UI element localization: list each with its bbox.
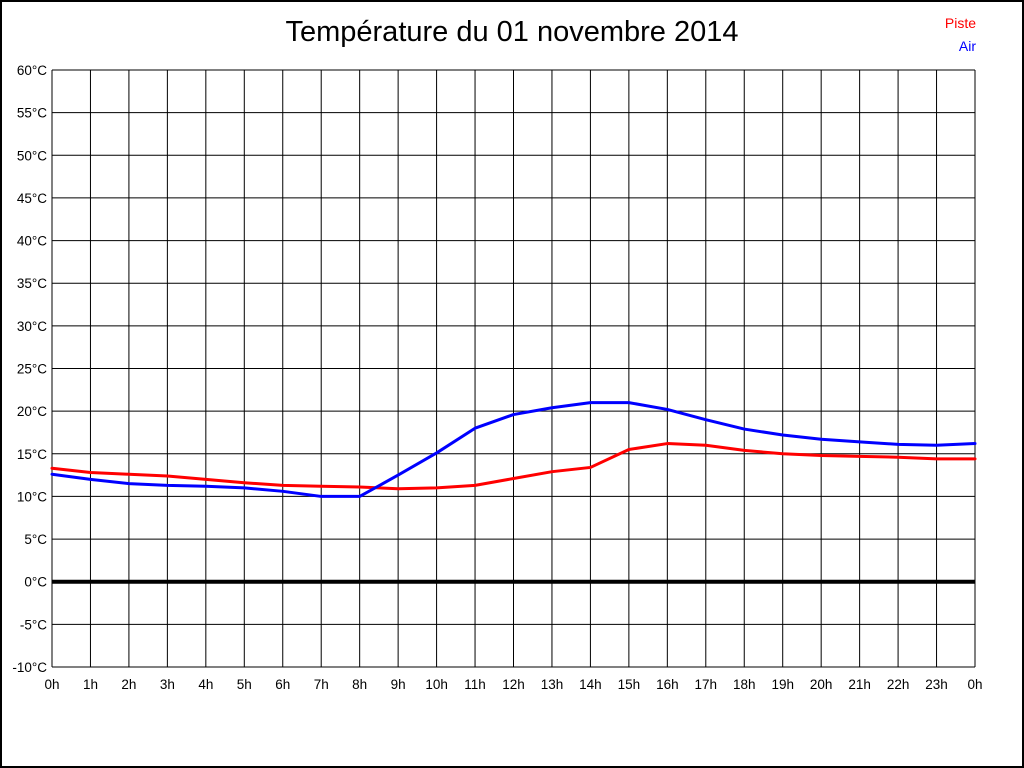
y-tick-label: 10°C (17, 489, 47, 504)
series-line-air (50, 401, 977, 498)
x-tick-label: 15h (618, 677, 641, 692)
legend-item-piste: Piste (944, 15, 976, 31)
x-tick-label: 14h (579, 677, 602, 692)
chart-title: Température du 01 novembre 2014 (285, 16, 739, 48)
x-tick-label: 8h (352, 677, 367, 692)
y-tick-label: 50°C (17, 148, 47, 163)
x-tick-label: 5h (237, 677, 252, 692)
x-tick-label: 13h (541, 677, 564, 692)
x-tick-label: 7h (314, 677, 329, 692)
x-tick-label: 9h (391, 677, 406, 692)
y-tick-label: 40°C (17, 234, 47, 249)
x-tick-label: 2h (121, 677, 136, 692)
x-tick-label: 3h (160, 677, 175, 692)
y-tick-label: 35°C (17, 276, 47, 291)
y-tick-label: -5°C (20, 617, 47, 632)
y-tick-label: 15°C (17, 447, 47, 462)
x-tick-label: 6h (275, 677, 290, 692)
y-tick-label: 5°C (24, 532, 47, 547)
x-tick-label: 10h (425, 677, 448, 692)
x-tick-label: 4h (198, 677, 213, 692)
y-tick-label: 60°C (17, 63, 47, 78)
x-tick-label: 11h (464, 677, 486, 692)
series-line-piste (50, 442, 977, 491)
x-tick-label: 16h (656, 677, 679, 692)
legend-item-air: Air (958, 38, 976, 54)
y-tick-label: 45°C (17, 191, 47, 206)
legend: Piste Air (945, 12, 976, 58)
x-tick-label: 22h (887, 677, 910, 692)
x-tick-label: 17h (695, 677, 718, 692)
x-tick-label: 20h (810, 677, 833, 692)
x-tick-label: 21h (848, 677, 871, 692)
y-tick-label: 20°C (17, 404, 47, 419)
y-tick-label: 30°C (17, 319, 47, 334)
x-tick-label: 0h (44, 677, 59, 692)
x-tick-label: 23h (925, 677, 948, 692)
y-tick-label: 25°C (17, 362, 47, 377)
y-tick-label: 0°C (24, 575, 47, 590)
y-tick-label: -10°C (12, 660, 47, 675)
x-tick-label: 1h (83, 677, 98, 692)
x-tick-label: 0h (967, 677, 982, 692)
x-tick-label: 19h (771, 677, 794, 692)
y-tick-label: 55°C (17, 106, 47, 121)
x-tick-label: 18h (733, 677, 756, 692)
x-tick-label: 12h (502, 677, 525, 692)
